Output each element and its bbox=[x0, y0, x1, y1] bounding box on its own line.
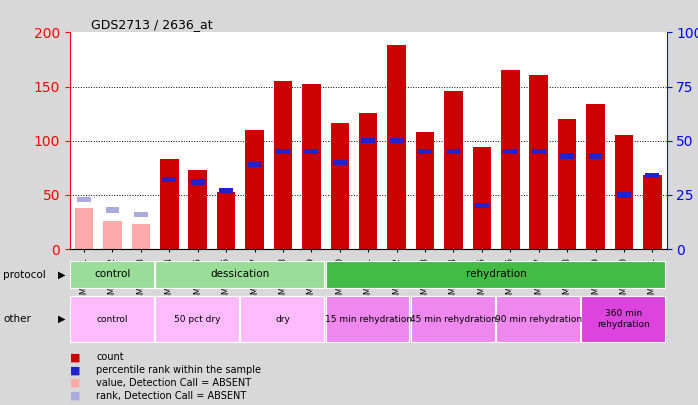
Bar bbox=[274, 81, 292, 249]
Bar bbox=[217, 192, 235, 249]
Bar bbox=[475, 203, 489, 209]
Bar bbox=[105, 207, 119, 213]
Text: ▶: ▶ bbox=[58, 314, 66, 324]
Text: count: count bbox=[96, 352, 124, 362]
Bar bbox=[304, 149, 318, 154]
Text: control: control bbox=[97, 315, 128, 324]
Bar bbox=[70, 261, 154, 288]
Bar bbox=[387, 45, 406, 249]
Bar bbox=[155, 261, 324, 288]
Text: rank, Detection Call = ABSENT: rank, Detection Call = ABSENT bbox=[96, 391, 246, 401]
Bar bbox=[503, 149, 517, 154]
Text: other: other bbox=[3, 314, 31, 324]
Text: 90 min rehydration: 90 min rehydration bbox=[495, 315, 582, 324]
Bar bbox=[473, 147, 491, 249]
Text: ■: ■ bbox=[70, 365, 80, 375]
Bar bbox=[496, 296, 580, 343]
Bar bbox=[646, 173, 660, 178]
Bar bbox=[615, 135, 633, 249]
Text: ■: ■ bbox=[70, 378, 80, 388]
Text: 45 min rehydration: 45 min rehydration bbox=[410, 315, 497, 324]
Bar bbox=[581, 296, 665, 343]
Bar bbox=[103, 221, 121, 249]
Bar bbox=[219, 188, 233, 193]
Bar bbox=[70, 296, 154, 343]
Bar bbox=[530, 75, 548, 249]
Bar bbox=[302, 84, 320, 249]
Bar bbox=[188, 170, 207, 249]
Bar bbox=[245, 130, 264, 249]
Bar bbox=[134, 212, 148, 217]
Text: ■: ■ bbox=[70, 352, 80, 362]
Bar bbox=[416, 132, 434, 249]
Bar bbox=[588, 153, 602, 159]
Text: percentile rank within the sample: percentile rank within the sample bbox=[96, 365, 261, 375]
Text: 360 min
rehydration: 360 min rehydration bbox=[597, 309, 651, 329]
Bar bbox=[586, 104, 604, 249]
Bar bbox=[411, 296, 495, 343]
Text: ▶: ▶ bbox=[58, 270, 66, 279]
Bar bbox=[532, 149, 546, 154]
Bar bbox=[418, 149, 432, 154]
Bar bbox=[447, 149, 461, 154]
Text: ■: ■ bbox=[70, 391, 80, 401]
Bar bbox=[362, 138, 375, 143]
Text: rehydration: rehydration bbox=[466, 269, 526, 279]
Bar bbox=[77, 196, 91, 202]
Text: 15 min rehydration: 15 min rehydration bbox=[325, 315, 412, 324]
Text: dry: dry bbox=[276, 315, 290, 324]
Bar bbox=[389, 138, 403, 143]
Bar bbox=[132, 224, 150, 249]
Text: 50 pct dry: 50 pct dry bbox=[174, 315, 221, 324]
Bar bbox=[560, 153, 574, 159]
Bar bbox=[75, 208, 94, 249]
Bar bbox=[240, 296, 324, 343]
Bar bbox=[325, 261, 665, 288]
Bar bbox=[248, 162, 262, 167]
Text: protocol: protocol bbox=[3, 270, 46, 279]
Text: control: control bbox=[94, 269, 131, 279]
Bar bbox=[191, 179, 205, 185]
Bar bbox=[155, 296, 239, 343]
Text: dessication: dessication bbox=[211, 269, 270, 279]
Text: GDS2713 / 2636_at: GDS2713 / 2636_at bbox=[91, 18, 212, 31]
Bar bbox=[333, 160, 347, 165]
Bar bbox=[558, 119, 577, 249]
Bar bbox=[331, 124, 349, 249]
Bar bbox=[276, 149, 290, 154]
Bar bbox=[163, 177, 176, 182]
Bar bbox=[501, 70, 519, 249]
Bar bbox=[325, 296, 410, 343]
Bar bbox=[359, 113, 378, 249]
Bar bbox=[643, 175, 662, 249]
Bar bbox=[444, 91, 463, 249]
Text: value, Detection Call = ABSENT: value, Detection Call = ABSENT bbox=[96, 378, 251, 388]
Bar bbox=[617, 192, 631, 198]
Bar bbox=[160, 159, 179, 249]
